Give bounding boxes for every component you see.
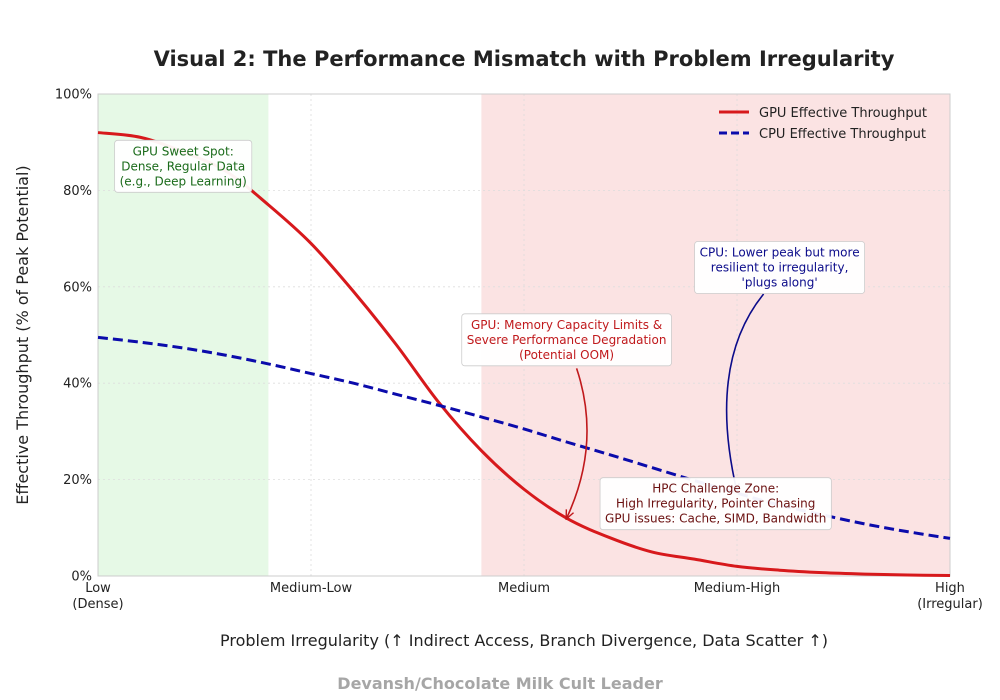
chart-title: Visual 2: The Performance Mismatch with … [154, 47, 895, 71]
x-tick-label: Medium-Low [270, 581, 353, 596]
legend: GPU Effective Throughput CPU Effective Th… [719, 106, 927, 142]
cpu-resilient-annotation-arrow [725, 293, 765, 492]
x-axis-label: Problem Irregularity (↑ Indirect Access,… [220, 631, 828, 650]
y-tick-label: 40% [63, 377, 92, 392]
y-tick-label: 20% [63, 473, 92, 488]
y-tick-label: 80% [63, 184, 92, 199]
hpc-challenge-annotation-text: HPC Challenge Zone: High Irregularity, Po… [605, 482, 826, 526]
gpu-sweet-spot-annotation: GPU Sweet Spot: Dense, Regular Data (e.g.,… [114, 139, 253, 193]
cpu-resilient-annotation-box [694, 241, 865, 294]
y-axis: 0% 20% 40% 60% 80% 100% [55, 88, 92, 585]
gpu-oom-annotation-box [461, 313, 672, 367]
hpc-challenge-annotation-box [599, 477, 832, 531]
x-axis: Low (Dense) Medium-Low Medium Medium-High Hig… [72, 581, 982, 612]
x-tick-label: Low (Dense) [72, 581, 123, 612]
gpu-oom-annotation-arrow [567, 368, 588, 518]
gpu-sweet-spot-annotation-text: GPU Sweet Spot: Dense, Regular Data (e.g.,… [120, 144, 247, 188]
legend-label: GPU Effective Throughput [759, 106, 927, 121]
plot-frame [97, 93, 951, 577]
x-tick-label: High (Irregular) [917, 581, 983, 612]
y-tick-label: 60% [63, 280, 92, 295]
hpc-challenge-annotation: HPC Challenge Zone: High Irregularity, Po… [599, 477, 832, 531]
credit-text: Devansh/Chocolate Milk Cult Leader [337, 674, 663, 693]
y-axis-label: Effective Throughput (% of Peak Potentia… [13, 165, 32, 504]
gpu-oom-annotation-text: GPU: Memory Capacity Limits & Severe Perf… [467, 318, 667, 362]
y-tick-label: 0% [71, 570, 92, 585]
gpu-oom-annotation: GPU: Memory Capacity Limits & Severe Perf… [461, 313, 672, 518]
cpu-resilient-annotation-text: CPU: Lower peak but more resilient to irr… [700, 246, 860, 290]
x-tick-label: Medium [498, 581, 550, 596]
annotations: GPU Sweet Spot: Dense, Regular Data (e.g.,… [114, 139, 865, 531]
gpu-sweet-spot-annotation-box [114, 139, 253, 193]
y-tick-label: 100% [55, 88, 92, 103]
cpu-resilient-annotation: CPU: Lower peak but more resilient to irr… [694, 241, 865, 492]
cpu-throughput-line [97, 335, 951, 540]
legend-label: CPU Effective Throughput [759, 127, 926, 142]
x-tick-label: Medium-High [694, 581, 781, 596]
